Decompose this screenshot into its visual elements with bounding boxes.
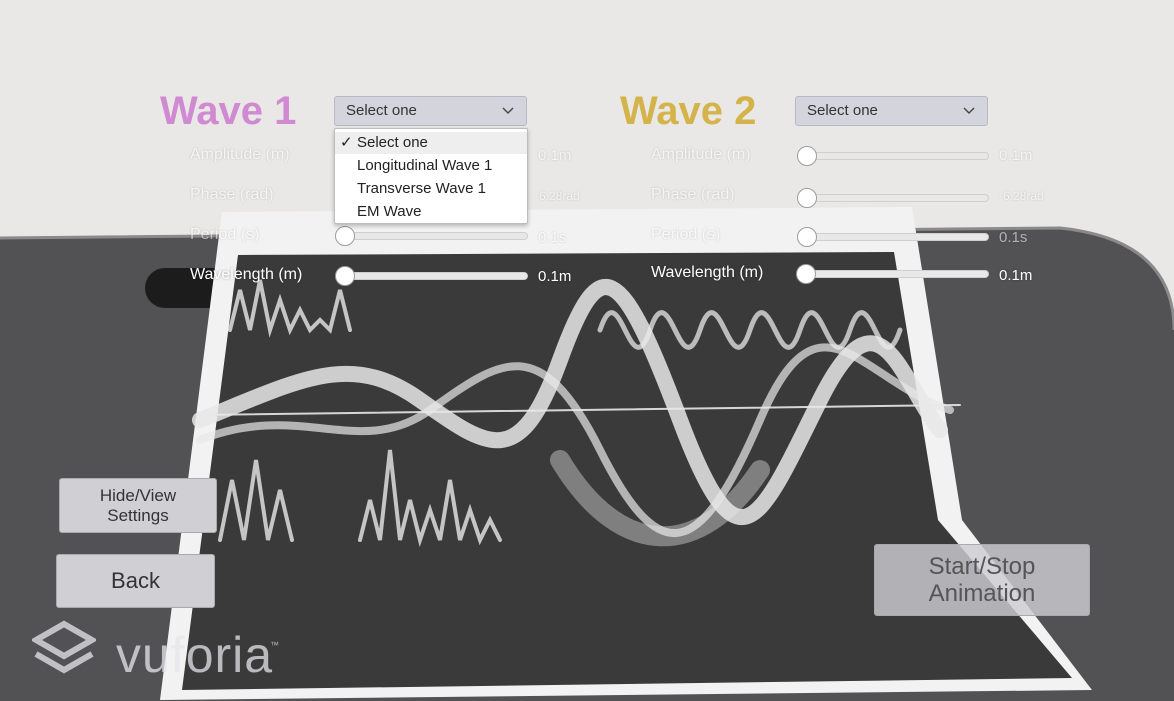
back-button[interactable]: Back [56, 554, 215, 608]
wave-2-amplitude-value: 0.1m [999, 147, 1033, 164]
wave-2-wavelength-slider[interactable] [806, 270, 989, 278]
wave-1-wavelength-slider-handle[interactable] [335, 266, 355, 286]
dropdown-option-label: Longitudinal Wave 1 [357, 157, 493, 174]
dropdown-option-label: Transverse Wave 1 [357, 180, 486, 197]
wave-2-title: Wave 2 [620, 89, 757, 133]
wave-2-period-slider-handle[interactable] [797, 227, 817, 247]
wave-2-type-dropdown[interactable]: Select one [795, 96, 988, 126]
wave-1-period-slider-handle[interactable] [335, 226, 355, 246]
wave-2-amplitude-slider[interactable] [806, 152, 989, 160]
wave-1-period-slider[interactable] [345, 232, 528, 240]
wave-1-title: Wave 1 [160, 89, 297, 133]
dropdown-option-longitudinal-wave-1[interactable]: Longitudinal Wave 1 [335, 155, 527, 177]
wave-2-period-value: 0.1s [999, 229, 1028, 246]
wave-1-dropdown-list: ✓ Select one Longitudinal Wave 1 Transve… [334, 128, 528, 224]
checkmark-icon: ✓ [340, 134, 353, 151]
wave-2-wavelength-label: Wavelength (m) [651, 264, 764, 281]
wave-2-period-slider[interactable] [806, 233, 989, 241]
wave-1-wavelength-value: 0.1m [538, 268, 572, 285]
trademark-symbol: ™ [270, 640, 279, 650]
start-stop-label-line-1: Start/Stop [928, 553, 1036, 580]
wave-1-phase-value: -6.28rad [535, 189, 580, 203]
wave-1-wavelength-slider[interactable] [345, 272, 528, 280]
vuforia-logo-icon [32, 620, 96, 674]
hide-view-settings-label-line-2: Settings [107, 505, 169, 525]
wave-2-phase-label: Phase (rad) [651, 186, 735, 203]
wave-1-period-label: Period (s) [190, 226, 260, 243]
wave-2-phase-value: -6.28rad [999, 189, 1044, 203]
wave-1-wavelength-label: Wavelength (m) [190, 266, 303, 283]
dropdown-option-transverse-wave-1[interactable]: Transverse Wave 1 [335, 178, 527, 200]
wave-1-dropdown-value: Select one [346, 102, 417, 119]
vuforia-watermark: vuforia [116, 627, 274, 683]
wave-2-phase-slider[interactable] [806, 194, 989, 202]
wave-2-wavelength-slider-handle[interactable] [796, 264, 816, 284]
dropdown-option-select-one[interactable]: ✓ Select one [335, 132, 527, 154]
wave-2-amplitude-label: Amplitude (m) [651, 146, 751, 163]
wave-1-amplitude-value: 0.1m [538, 147, 572, 164]
dropdown-option-em-wave[interactable]: EM Wave [335, 201, 527, 223]
wave-1-type-dropdown[interactable]: Select one [334, 96, 527, 126]
wave-2-period-label: Period (s) [651, 226, 721, 243]
dropdown-option-label: EM Wave [357, 203, 422, 220]
start-stop-animation-button[interactable]: Start/Stop Animation [874, 544, 1090, 616]
start-stop-label-line-2: Animation [928, 580, 1036, 607]
dropdown-option-label: Select one [357, 134, 428, 151]
wave-1-amplitude-label: Amplitude (m) [190, 146, 290, 163]
wave-2-dropdown-value: Select one [807, 102, 878, 119]
wave-2-phase-slider-handle[interactable] [797, 188, 817, 208]
chevron-down-icon [502, 97, 514, 135]
hide-view-settings-button[interactable]: Hide/View Settings [59, 478, 217, 533]
chevron-down-icon [963, 97, 975, 135]
wave-2-wavelength-value: 0.1m [999, 267, 1033, 284]
wave-2-amplitude-slider-handle[interactable] [797, 146, 817, 166]
wave-1-phase-label: Phase (rad) [190, 186, 274, 203]
hide-view-settings-label-line-1: Hide/View [99, 485, 177, 505]
wave-1-period-value: 0.1s [538, 229, 567, 246]
